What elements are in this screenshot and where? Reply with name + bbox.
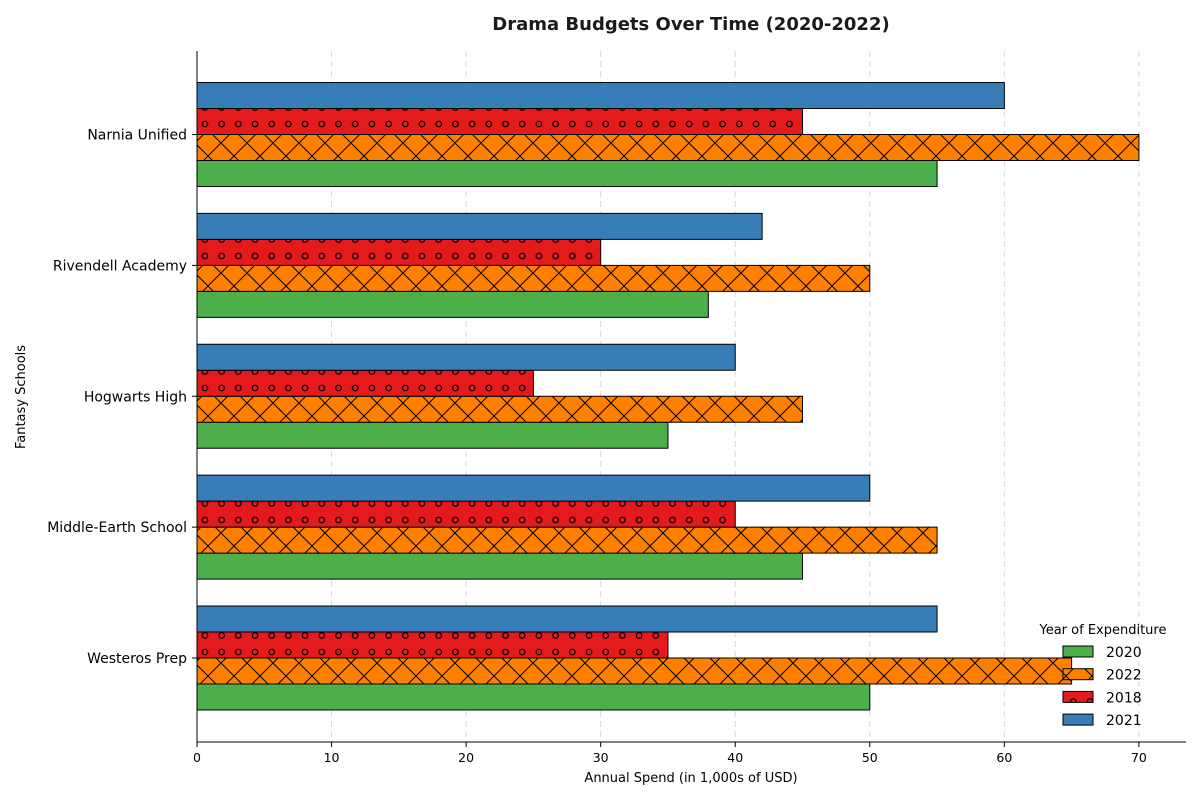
y-axis-title: Fantasy Schools [14, 345, 29, 449]
x-axis-title: Annual Spend (in 1,000s of USD) [584, 771, 797, 786]
bar-2021 [196, 82, 1005, 109]
x-tick-label: 10 [324, 750, 340, 765]
bar-2018 [196, 238, 602, 266]
bar-2018 [196, 631, 669, 659]
bar-2021 [196, 343, 736, 371]
bar-2018 [196, 108, 804, 135]
legend-swatch-2022 [1062, 668, 1094, 681]
x-tick-label: 20 [458, 750, 474, 765]
y-category-label: Rivendell Academy [53, 258, 187, 274]
bar-2022 [196, 134, 1140, 161]
bar-2020 [196, 683, 871, 711]
bar-2018 [196, 500, 736, 528]
legend: Year of Expenditure 2020 2022 2018 2021 [1039, 623, 1167, 729]
x-tick-label: 30 [593, 750, 609, 765]
bar-2021 [196, 474, 871, 502]
x-tick-label: 70 [1131, 750, 1147, 765]
legend-label-2020: 2020 [1106, 645, 1142, 661]
bar-2021 [196, 212, 763, 240]
y-axis-categories: Westeros Prep Middle-Earth School Hogwarts… [47, 128, 197, 667]
x-tick-label: 40 [727, 750, 743, 765]
y-category-label: Westeros Prep [87, 651, 187, 667]
x-axis-ticks: 0 10 20 30 40 50 60 70 [193, 742, 1147, 765]
bar-2022 [196, 264, 871, 292]
y-category-label: Middle-Earth School [47, 520, 187, 536]
bar-2018 [196, 369, 534, 397]
chart-title: Drama Budgets Over Time (2020-2022) [492, 14, 889, 35]
bar-2020 [196, 290, 709, 318]
legend-swatch-2021 [1062, 713, 1094, 726]
bar-2022 [196, 395, 804, 423]
y-category-label: Hogwarts High [84, 389, 187, 405]
legend-label-2021: 2021 [1106, 713, 1142, 729]
bar-2020 [196, 160, 938, 187]
legend-label-2022: 2022 [1106, 668, 1142, 684]
legend-swatch-2020 [1062, 645, 1094, 658]
y-category-label: Narnia Unified [87, 128, 187, 144]
x-tick-label: 60 [996, 750, 1012, 765]
bar-2022 [196, 657, 1073, 685]
legend-label-2018: 2018 [1106, 690, 1142, 706]
legend-swatch-2018 [1062, 690, 1094, 703]
bar-2020 [196, 552, 804, 580]
bar-2020 [196, 421, 669, 449]
legend-title: Year of Expenditure [1039, 623, 1167, 638]
x-tick-label: 50 [862, 750, 878, 765]
bar-2021 [196, 605, 938, 633]
bars [196, 82, 1140, 711]
bar-2022 [196, 526, 938, 554]
x-tick-label: 0 [193, 750, 201, 765]
